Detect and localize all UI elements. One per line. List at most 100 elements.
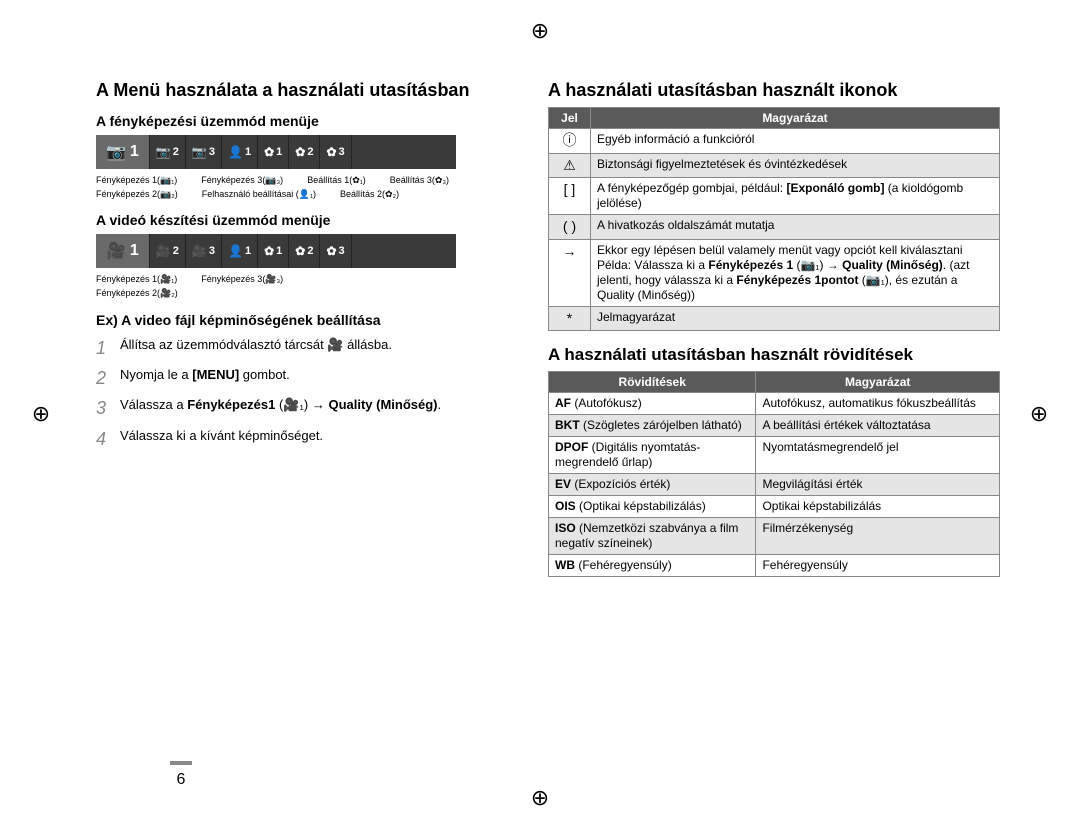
- section-photo-heading: A fényképezési üzemmód menüje: [96, 113, 516, 129]
- abbr-cell: AF (Autofókusz): [549, 393, 756, 415]
- photo-labels: Fényképezés 1(📷₁)Fényképezés 3(📷₃)Beállí…: [96, 175, 456, 200]
- tab-number: 2: [173, 245, 179, 257]
- tab-cam-2: 2: [150, 135, 186, 169]
- jel-cell: →: [549, 239, 591, 306]
- jel-cell: ⚠: [549, 153, 591, 178]
- registration-mark-top: ⊕: [529, 20, 551, 42]
- tab-vid-2: 2: [150, 234, 186, 268]
- step-item: 3Válassza a Fényképezés1 (🎥₁) → Quality …: [96, 396, 516, 420]
- tab-number: 3: [209, 146, 215, 158]
- pointer-label: Fényképezés 1(📷₁): [96, 175, 177, 187]
- table-row: WB (Fehéregyensúly)Fehéregyensúly: [549, 555, 1000, 577]
- tab-person-1: 1: [222, 234, 258, 268]
- tab-number: 3: [339, 245, 345, 257]
- pointer-label: Beállítás 3(✿₃): [390, 175, 449, 187]
- gear-icon: [295, 244, 305, 258]
- tab-number: 3: [209, 245, 215, 257]
- tab-vid-1: 1: [96, 234, 150, 268]
- person-icon: [228, 244, 243, 258]
- table-row: ⓘEgyéb információ a funkcióról: [549, 129, 1000, 154]
- person-icon: [228, 145, 243, 159]
- tab-gear-2: 2: [289, 135, 320, 169]
- jel-cell: *: [549, 306, 591, 331]
- abbr-explanation-cell: Filmérzékenység: [756, 518, 1000, 555]
- tab-number: 1: [245, 146, 251, 158]
- abbr-cell: OIS (Optikai képstabilizálás): [549, 496, 756, 518]
- cam-icon: [106, 142, 126, 162]
- video-tabbar: 1231123: [96, 234, 456, 268]
- pointer-label: Fényképezés 3(🎥₃): [201, 274, 283, 286]
- abbr-explanation-cell: Autofókusz, automatikus fókuszbeállítás: [756, 393, 1000, 415]
- table-row: BKT (Szögletes zárójelben látható)A beál…: [549, 415, 1000, 437]
- abbr-cell: BKT (Szögletes zárójelben látható): [549, 415, 756, 437]
- example-heading: Ex) A video fájl képminőségének beállítá…: [96, 312, 516, 328]
- pointer-label: Felhasználó beállításai (👤₁): [202, 189, 316, 201]
- icons-table: Jel Magyarázat ⓘEgyéb információ a funkc…: [548, 107, 1000, 331]
- registration-mark-bottom: ⊕: [529, 787, 551, 809]
- jel-cell: [ ]: [549, 178, 591, 215]
- gear-icon: [326, 145, 336, 159]
- step-item: 2 Nyomja le a [MENU] gombot.: [96, 366, 516, 390]
- vid-icon: [106, 241, 126, 261]
- tab-number: 3: [339, 146, 345, 158]
- abbr-explanation-cell: Fehéregyensúly: [756, 555, 1000, 577]
- tab-number: 2: [307, 146, 313, 158]
- tab-gear-2: 2: [289, 234, 320, 268]
- tab-number: 1: [245, 245, 251, 257]
- pointer-label: Fényképezés 1(🎥₁): [96, 274, 177, 286]
- vid-icon: [156, 244, 171, 258]
- abbr-cell: WB (Fehéregyensúly): [549, 555, 756, 577]
- tab-gear-1: 1: [258, 135, 289, 169]
- abbr-table: Rövidítések Magyarázat AF (Autofókusz)Au…: [548, 371, 1000, 577]
- explanation-cell: A fényképezőgép gombjai, például: [Expon…: [591, 178, 1000, 215]
- abbr-cell: ISO (Nemzetközi szabványa a film negatív…: [549, 518, 756, 555]
- tab-cam-3: 3: [186, 135, 222, 169]
- abbr-th-1: Rövidítések: [549, 372, 756, 393]
- tab-gear-3: 3: [320, 135, 351, 169]
- tab-gear-1: 1: [258, 234, 289, 268]
- table-row: ( )A hivatkozás oldalszámát mutatja: [549, 215, 1000, 240]
- tab-number: 2: [173, 146, 179, 158]
- step-text: Nyomja le a [MENU] gombot.: [120, 366, 290, 390]
- step-number: 1: [96, 336, 112, 360]
- tab-cam-1: 1: [96, 135, 150, 169]
- jel-cell: ( ): [549, 215, 591, 240]
- explanation-cell: Biztonsági figyelmeztetések és óvintézke…: [591, 153, 1000, 178]
- step-text: Állítsa az üzemmódválasztó tárcsát 🎥 áll…: [120, 336, 392, 360]
- abbr-title: A használati utasításban használt rövidí…: [548, 345, 1000, 365]
- pointer-label: Beállítás 1(✿₁): [307, 175, 366, 187]
- vid-icon: [192, 244, 207, 258]
- explanation-cell: A hivatkozás oldalszámát mutatja: [591, 215, 1000, 240]
- photo-tabbar: 1231123: [96, 135, 456, 169]
- abbr-explanation-cell: Nyomtatásmegrendelő jel: [756, 437, 1000, 474]
- registration-mark-left: ⊕: [30, 403, 52, 425]
- explanation-cell: Egyéb információ a funkcióról: [591, 129, 1000, 154]
- abbr-th-2: Magyarázat: [756, 372, 1000, 393]
- table-row: ⚠Biztonsági figyelmeztetések és óvintézk…: [549, 153, 1000, 178]
- table-row: [ ]A fényképezőgép gombjai, például: [Ex…: [549, 178, 1000, 215]
- step-text: Válassza ki a kívánt képminőséget.: [120, 427, 323, 451]
- gear-icon: [264, 145, 274, 159]
- tab-number: 1: [130, 143, 139, 161]
- step-item: 1 Állítsa az üzemmódválasztó tárcsát 🎥 ál…: [96, 336, 516, 360]
- step-number: 4: [96, 427, 112, 451]
- video-labels: Fényképezés 1(🎥₁)Fényképezés 3(🎥₃) Fényk…: [96, 274, 456, 299]
- page-number: 6: [170, 761, 192, 789]
- table-row: *Jelmagyarázat: [549, 306, 1000, 331]
- step-number: 2: [96, 366, 112, 390]
- tab-person-1: 1: [222, 135, 258, 169]
- registration-mark-right: ⊕: [1028, 403, 1050, 425]
- table-row: AF (Autofókusz)Autofókusz, automatikus f…: [549, 393, 1000, 415]
- abbr-cell: DPOF (Digitális nyomtatás-megrendelő űrl…: [549, 437, 756, 474]
- steps-list: 1 Állítsa az üzemmódválasztó tárcsát 🎥 ál…: [96, 336, 516, 451]
- gear-icon: [326, 244, 336, 258]
- abbr-cell: EV (Expozíciós érték): [549, 474, 756, 496]
- cam-icon: [192, 145, 207, 159]
- tab-number: 1: [276, 245, 282, 257]
- abbr-explanation-cell: A beállítási értékek változtatása: [756, 415, 1000, 437]
- table-row: DPOF (Digitális nyomtatás-megrendelő űrl…: [549, 437, 1000, 474]
- icons-th-mag: Magyarázat: [591, 108, 1000, 129]
- tab-number: 1: [130, 242, 139, 260]
- tab-gear-3: 3: [320, 234, 351, 268]
- icons-th-jel: Jel: [549, 108, 591, 129]
